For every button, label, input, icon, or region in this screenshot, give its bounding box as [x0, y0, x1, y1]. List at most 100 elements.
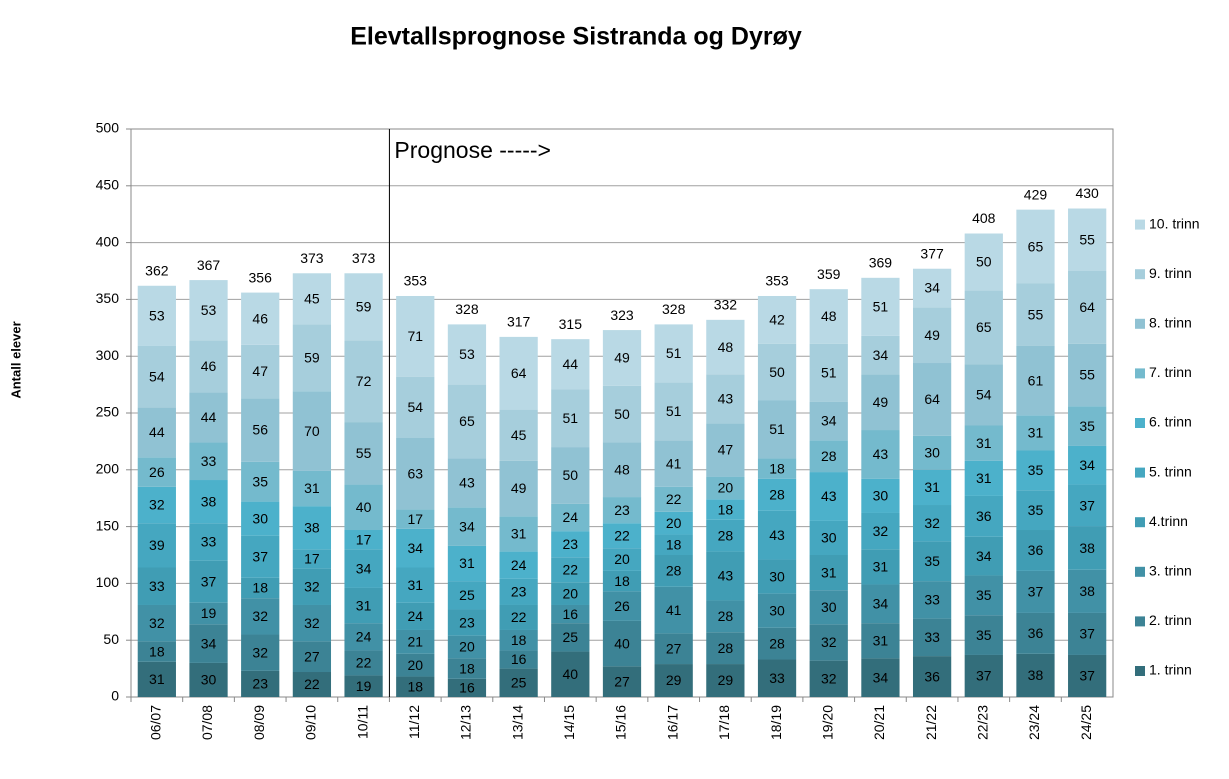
bar-segment	[189, 392, 228, 443]
data-label: 65	[459, 413, 475, 429]
data-label: 43	[718, 568, 734, 584]
data-label: 18	[407, 678, 423, 694]
bar-segment	[809, 289, 848, 344]
data-label: 28	[718, 608, 734, 624]
total-label: 408	[972, 210, 996, 226]
bar-segment	[809, 401, 848, 441]
bar-segment	[1068, 406, 1107, 446]
data-label: 16	[563, 606, 579, 622]
bar-segment	[499, 409, 538, 461]
chart-title: Elevtallsprognose Sistranda og Dyrøy	[350, 23, 802, 51]
data-label: 37	[1079, 668, 1095, 684]
bar-segment	[1016, 530, 1055, 571]
data-label: 39	[149, 537, 165, 553]
bar-segment	[447, 458, 487, 508]
total-label: 373	[300, 250, 324, 266]
bar-segment	[447, 635, 487, 659]
data-label: 37	[1079, 626, 1095, 642]
bar-segment	[861, 277, 900, 336]
data-label: 32	[304, 579, 320, 595]
data-label: 34	[873, 347, 889, 363]
x-tick-label: 22/23	[974, 705, 990, 740]
data-label: 27	[614, 673, 630, 689]
total-label: 369	[869, 255, 893, 271]
data-label: 22	[614, 527, 630, 543]
x-tick-label: 17/18	[716, 705, 732, 740]
data-label: 18	[769, 460, 785, 476]
data-label: 18	[614, 573, 630, 589]
data-label: 36	[1028, 625, 1044, 641]
bar-segment	[861, 374, 900, 431]
bar-segment	[396, 509, 435, 529]
data-label: 27	[666, 640, 682, 656]
data-label: 26	[149, 464, 165, 480]
bar-segment	[1068, 445, 1107, 485]
data-label: 40	[614, 635, 630, 651]
bar-segment	[964, 460, 1003, 496]
x-tick-label: 15/16	[613, 705, 629, 740]
data-label: 28	[718, 640, 734, 656]
data-label: 31	[821, 564, 837, 580]
bar-segment	[757, 593, 797, 628]
data-label: 49	[614, 350, 630, 366]
data-label: 27	[304, 648, 320, 664]
bar-segment	[447, 507, 487, 546]
legend-swatch	[1135, 517, 1145, 528]
bar-segment	[757, 627, 797, 660]
data-label: 34	[459, 518, 475, 534]
data-label: 22	[563, 561, 579, 577]
bar-segment	[809, 520, 848, 555]
bar-segment	[396, 629, 435, 654]
bar-segment	[292, 672, 332, 697]
data-label: 20	[563, 585, 579, 601]
data-label: 38	[304, 519, 320, 535]
bar-segment	[757, 295, 797, 344]
bar-segment	[861, 478, 900, 513]
bar-segment	[654, 664, 693, 697]
data-label: 34	[356, 560, 372, 576]
data-label: 51	[666, 403, 682, 419]
legend-label: 1. trinn	[1149, 662, 1192, 678]
data-label: 33	[201, 534, 217, 550]
x-tick-label: 23/24	[1026, 705, 1042, 740]
bar-segment	[706, 519, 745, 552]
bar-segment	[964, 290, 1003, 365]
data-label: 50	[976, 254, 992, 270]
bar-segment	[241, 292, 280, 345]
x-tick-label: 06/07	[148, 705, 164, 740]
total-label: 323	[610, 307, 634, 323]
data-label: 49	[873, 394, 889, 410]
y-tick-label: 400	[96, 233, 120, 249]
data-label: 30	[873, 488, 889, 504]
bar-segment	[654, 440, 693, 487]
data-label: 59	[356, 298, 372, 314]
data-label: 31	[873, 559, 889, 575]
data-label: 30	[821, 530, 837, 546]
data-label: 28	[821, 448, 837, 464]
data-label: 38	[1079, 540, 1095, 556]
data-label: 22	[356, 655, 372, 671]
bar-segment	[447, 581, 487, 610]
data-label: 35	[1028, 462, 1044, 478]
data-label: 20	[614, 551, 630, 567]
data-label: 30	[821, 599, 837, 615]
legend-swatch	[1135, 418, 1145, 428]
bar-segment	[344, 623, 383, 651]
y-tick-label: 250	[96, 404, 120, 420]
data-label: 34	[1079, 457, 1095, 473]
data-label: 17	[304, 551, 320, 567]
data-label: 51	[563, 410, 579, 426]
bar-segment	[1016, 490, 1055, 531]
bar-segment	[757, 559, 797, 594]
data-label: 49	[511, 480, 527, 496]
data-label: 46	[201, 358, 217, 374]
x-tick-label: 16/17	[664, 705, 680, 740]
bar-segment	[912, 581, 952, 619]
data-label: 55	[1079, 231, 1095, 247]
bar-segment	[1016, 612, 1055, 654]
legend-label: 8. trinn	[1149, 315, 1192, 331]
bar-segment	[602, 570, 642, 592]
data-label: 22	[511, 609, 527, 625]
bar-segment	[1016, 283, 1055, 346]
bar-segment	[861, 584, 900, 624]
